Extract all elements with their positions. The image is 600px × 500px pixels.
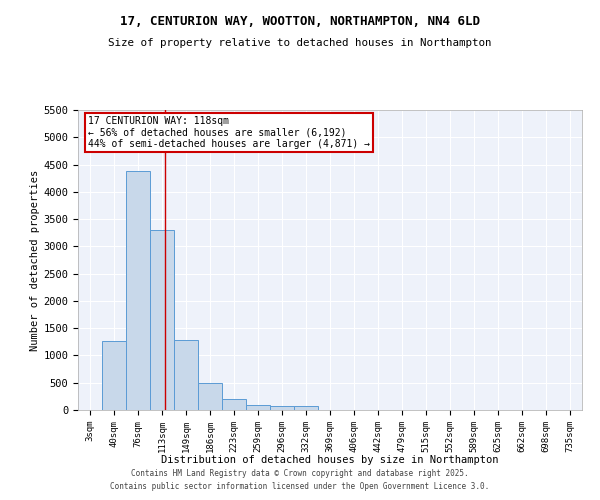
Bar	[126, 171, 150, 410]
Bar	[150, 230, 174, 410]
Text: 17 CENTURION WAY: 118sqm
← 56% of detached houses are smaller (6,192)
44% of sem: 17 CENTURION WAY: 118sqm ← 56% of detach…	[88, 116, 370, 149]
Bar	[102, 340, 126, 410]
Y-axis label: Number of detached properties: Number of detached properties	[31, 170, 41, 350]
Bar	[270, 406, 294, 410]
Text: Size of property relative to detached houses in Northampton: Size of property relative to detached ho…	[108, 38, 492, 48]
Bar	[174, 340, 198, 410]
Bar	[222, 399, 246, 410]
X-axis label: Distribution of detached houses by size in Northampton: Distribution of detached houses by size …	[161, 455, 499, 465]
Bar	[198, 384, 222, 410]
Text: 17, CENTURION WAY, WOOTTON, NORTHAMPTON, NN4 6LD: 17, CENTURION WAY, WOOTTON, NORTHAMPTON,…	[120, 15, 480, 28]
Text: Contains public sector information licensed under the Open Government Licence 3.: Contains public sector information licen…	[110, 482, 490, 491]
Bar	[294, 406, 318, 410]
Bar	[246, 406, 270, 410]
Text: Contains HM Land Registry data © Crown copyright and database right 2025.: Contains HM Land Registry data © Crown c…	[131, 468, 469, 477]
